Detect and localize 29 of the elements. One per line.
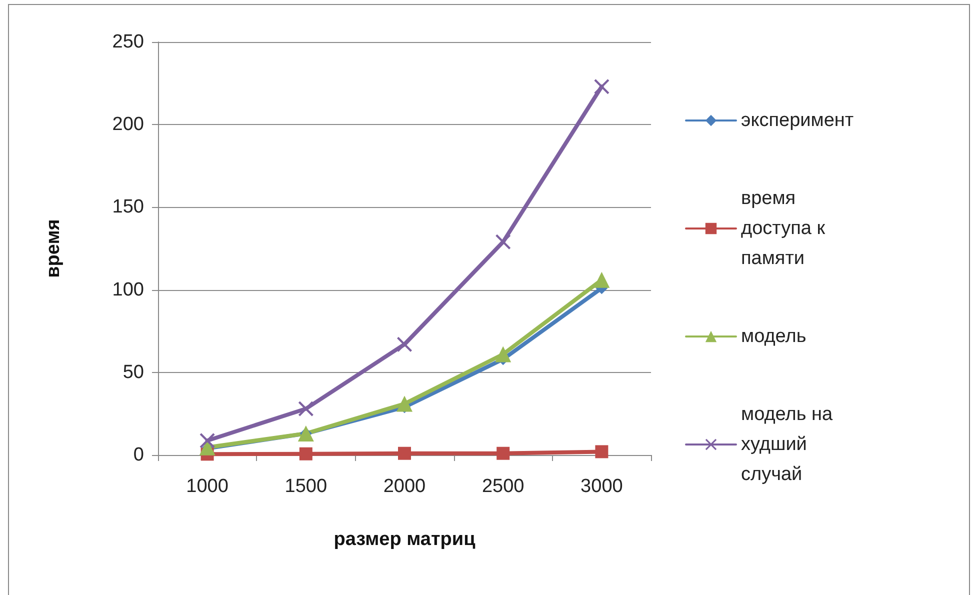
y-tick-label: 50 (122, 362, 144, 383)
legend-label: модель на худший случай (741, 404, 838, 485)
y-tick-label: 250 (112, 32, 144, 52)
x-tick-label: 3000 (580, 476, 623, 497)
x-tick-label: 1000 (186, 476, 228, 497)
y-tick-label: 0 (133, 444, 144, 466)
legend-label: время доступа к памяти (741, 188, 830, 269)
point (495, 346, 512, 362)
y-tick-label: 200 (112, 114, 144, 136)
point (398, 446, 411, 460)
point (299, 447, 312, 460)
x-axis-title: размер матриц (334, 529, 476, 550)
y-axis-title: время (43, 219, 64, 278)
point (594, 79, 610, 94)
point (298, 401, 314, 416)
y-tick-label: 150 (112, 196, 144, 218)
point (496, 446, 510, 460)
point (594, 272, 610, 288)
legend-label: эксперимент (741, 110, 854, 131)
point (595, 445, 608, 458)
point (496, 234, 511, 250)
point (397, 336, 412, 352)
y-tick-label: 100 (112, 279, 144, 300)
x-tick-label: 1500 (284, 476, 328, 497)
point (200, 433, 215, 448)
legend-label: модель (741, 326, 806, 347)
x-tick-label: 2000 (383, 476, 426, 497)
point (396, 396, 412, 412)
x-tick-label: 2500 (482, 476, 524, 497)
